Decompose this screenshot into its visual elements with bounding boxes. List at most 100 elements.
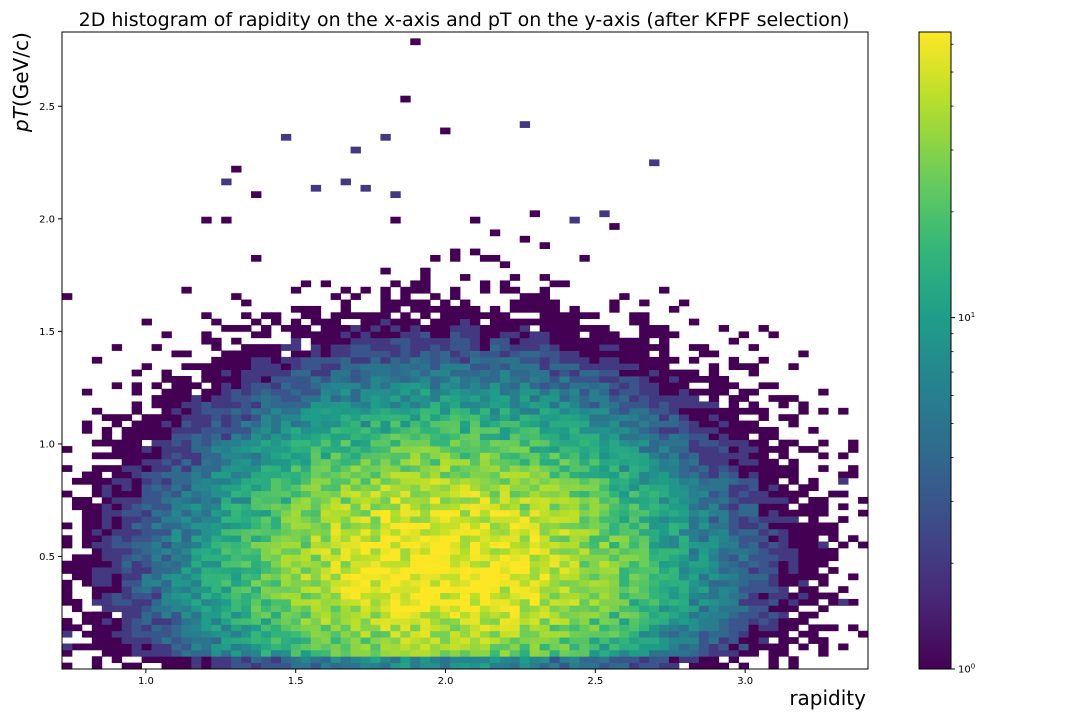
histogram-bin	[499, 649, 511, 657]
histogram-bin	[270, 586, 282, 593]
histogram-bin	[649, 439, 660, 447]
histogram-bin	[71, 477, 83, 485]
histogram-bin	[469, 458, 481, 466]
histogram-bin	[698, 477, 710, 485]
histogram-bin	[489, 643, 501, 651]
histogram-bin	[241, 573, 252, 581]
histogram-bin	[290, 598, 302, 606]
histogram-bin	[599, 325, 610, 332]
y-axis-label-unit: (GeV/c)	[9, 32, 33, 107]
histogram-bin	[290, 579, 302, 587]
histogram-bin	[390, 573, 401, 581]
histogram-bin	[221, 643, 232, 651]
histogram-bin	[529, 407, 541, 415]
histogram-bin	[62, 293, 73, 300]
histogram-bin	[280, 465, 292, 472]
histogram-bin	[788, 414, 799, 421]
histogram-bin	[579, 363, 590, 371]
histogram-bin	[161, 605, 172, 613]
histogram-bin	[181, 407, 192, 415]
histogram-bin	[539, 242, 550, 249]
histogram-bin	[499, 420, 511, 428]
histogram-bin	[171, 637, 182, 644]
histogram-bin	[629, 605, 640, 613]
histogram-bin	[101, 649, 113, 657]
histogram-bin	[340, 471, 351, 479]
histogram-bin	[450, 490, 461, 498]
histogram-bin	[479, 433, 491, 441]
histogram-bin	[131, 579, 142, 587]
histogram-bin	[668, 643, 680, 651]
histogram-bin	[360, 369, 371, 377]
histogram-bin	[768, 618, 779, 625]
histogram-bin	[768, 643, 779, 651]
histogram-bin	[589, 662, 600, 670]
histogram-bin	[350, 388, 361, 396]
histogram-bin	[479, 452, 491, 460]
histogram-bin	[440, 662, 451, 670]
histogram-bin	[310, 407, 322, 415]
histogram-bin	[241, 484, 252, 492]
histogram-bin	[270, 554, 282, 562]
histogram-bin	[559, 388, 570, 396]
histogram-bin	[728, 535, 740, 542]
histogram-bin	[390, 426, 401, 434]
histogram-bin	[539, 286, 550, 294]
histogram-bin	[91, 541, 103, 549]
histogram-bin	[400, 388, 411, 396]
histogram-bin	[231, 541, 242, 549]
histogram-bin	[380, 388, 391, 396]
histogram-bin	[539, 401, 550, 409]
histogram-bin	[619, 535, 630, 542]
histogram-bin	[330, 325, 342, 332]
histogram-bin	[420, 503, 431, 511]
histogram-bin	[280, 490, 292, 498]
histogram-bin	[370, 522, 381, 530]
histogram-bin	[231, 395, 242, 402]
histogram-bin	[251, 439, 262, 447]
histogram-bin	[619, 579, 630, 587]
histogram-bin	[639, 426, 650, 434]
histogram-bin	[489, 503, 501, 511]
histogram-bin	[141, 649, 152, 657]
histogram-bin	[469, 407, 481, 415]
histogram-bin	[310, 363, 322, 371]
histogram-bin	[848, 439, 859, 447]
histogram-bin	[589, 643, 600, 651]
histogram-bin	[221, 325, 232, 332]
histogram-bin	[380, 560, 391, 568]
histogram-bin	[380, 293, 391, 300]
histogram-bin	[609, 528, 620, 536]
histogram-bin	[589, 382, 600, 390]
histogram-bin	[579, 579, 590, 587]
histogram-bin	[330, 630, 342, 638]
histogram-bin	[121, 586, 133, 593]
histogram-bin	[559, 541, 570, 549]
histogram-bin	[91, 452, 103, 460]
histogram-bin	[300, 395, 312, 402]
histogram-bin	[579, 446, 590, 453]
histogram-bin	[698, 554, 710, 562]
histogram-bin	[469, 535, 481, 542]
histogram-bin	[678, 535, 690, 542]
histogram-bin	[818, 637, 829, 644]
histogram-bin	[310, 369, 322, 377]
histogram-bin	[430, 471, 441, 479]
histogram-bin	[400, 579, 411, 587]
histogram-bin	[460, 503, 471, 511]
histogram-bin	[698, 350, 710, 358]
histogram-bin	[539, 471, 550, 479]
histogram-bin	[241, 350, 252, 358]
histogram-bin	[509, 344, 521, 351]
histogram-bin	[579, 426, 590, 434]
histogram-bin	[340, 637, 351, 644]
histogram-bin	[798, 509, 809, 517]
histogram-bin-outlier	[360, 184, 371, 192]
histogram-bin	[569, 420, 580, 428]
histogram-bin	[609, 356, 620, 364]
histogram-bin	[201, 598, 212, 606]
histogram-bin	[758, 643, 769, 651]
histogram-bin	[469, 547, 481, 555]
histogram-bin	[529, 490, 541, 498]
histogram-bin	[708, 573, 720, 581]
